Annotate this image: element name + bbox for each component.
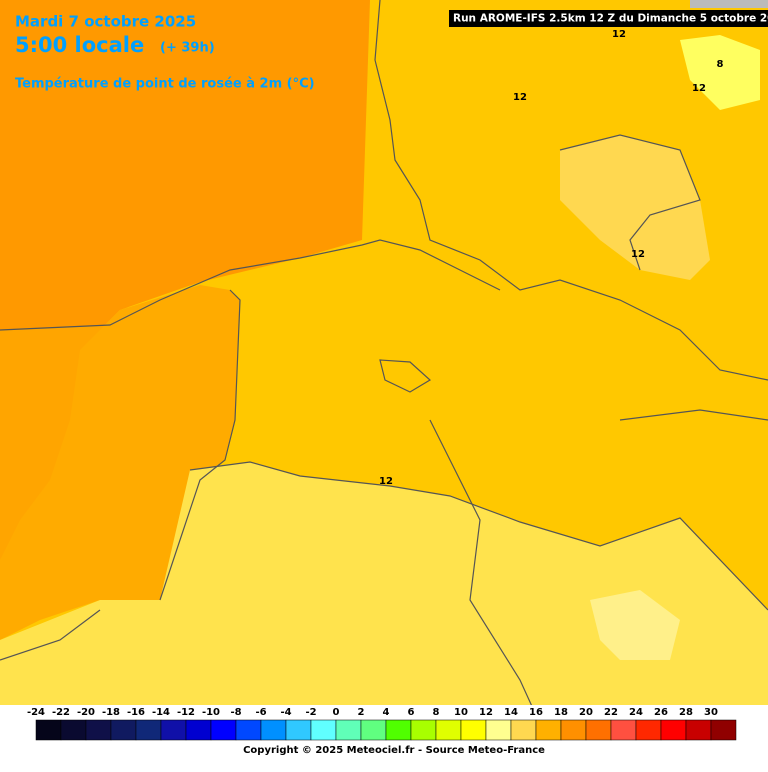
contour-label: 12 bbox=[612, 29, 626, 40]
legend-label: -20 bbox=[77, 707, 95, 718]
color-legend: -24 -22 -20 -18 -16 -14 -12 -10 -8 -6 -4 -2 0 2 4 6 8 10 1… bbox=[27, 707, 737, 741]
legend-swatch bbox=[635, 719, 662, 741]
legend-label: 0 bbox=[333, 707, 340, 718]
lead-time: (+ 39h) bbox=[160, 41, 215, 56]
legend-swatch bbox=[410, 719, 437, 741]
legend-swatch bbox=[485, 719, 512, 741]
legend-swatch bbox=[435, 719, 462, 741]
contour-label: 8 bbox=[717, 59, 724, 70]
contour-label: 12 bbox=[692, 83, 706, 94]
region-cool-ne bbox=[560, 135, 710, 280]
no-data-area bbox=[690, 0, 768, 8]
legend-label: -14 bbox=[152, 707, 170, 718]
legend-label: -22 bbox=[52, 707, 70, 718]
legend-label: -24 bbox=[27, 707, 45, 718]
legend-swatch bbox=[335, 719, 362, 741]
contour-label: 12 bbox=[513, 92, 527, 103]
legend-swatch bbox=[185, 719, 212, 741]
legend-swatch bbox=[110, 719, 137, 741]
legend-label: -18 bbox=[102, 707, 120, 718]
forecast-date: Mardi 7 octobre 2025 bbox=[15, 13, 196, 31]
legend-swatch bbox=[210, 719, 237, 741]
legend-label: 16 bbox=[529, 707, 543, 718]
legend-swatch bbox=[585, 719, 612, 741]
legend-label: 22 bbox=[604, 707, 618, 718]
region-warm bbox=[0, 0, 370, 560]
legend-swatch bbox=[160, 719, 187, 741]
legend-swatch bbox=[310, 719, 337, 741]
legend-swatch bbox=[235, 719, 262, 741]
run-banner bbox=[449, 10, 768, 27]
legend-label: -16 bbox=[127, 707, 145, 718]
legend-label: -8 bbox=[230, 707, 241, 718]
legend-swatch bbox=[460, 719, 487, 741]
run-info: Run AROME-IFS 2.5km 12 Z du Dimanche 5 o… bbox=[453, 13, 768, 25]
parameter-name: Température de point de rosée à 2m (°C) bbox=[15, 77, 315, 92]
legend-swatch bbox=[85, 719, 112, 741]
legend-swatch bbox=[360, 719, 387, 741]
legend-label: 14 bbox=[504, 707, 518, 718]
legend-swatch bbox=[285, 719, 312, 741]
legend-swatch bbox=[710, 719, 737, 741]
legend-swatch bbox=[660, 719, 687, 741]
legend-label: 6 bbox=[408, 707, 415, 718]
legend-label: 2 bbox=[358, 707, 365, 718]
legend-label: -2 bbox=[305, 707, 316, 718]
legend-label: 4 bbox=[383, 707, 390, 718]
legend-label: -12 bbox=[177, 707, 195, 718]
legend-swatch bbox=[260, 719, 287, 741]
legend-label: 18 bbox=[554, 707, 568, 718]
legend-label: 20 bbox=[579, 707, 593, 718]
legend-label: 12 bbox=[479, 707, 493, 718]
region-warm-light bbox=[0, 325, 110, 560]
legend-label: 10 bbox=[454, 707, 468, 718]
legend-swatch bbox=[35, 719, 62, 741]
legend-swatch bbox=[560, 719, 587, 741]
copyright: Copyright © 2025 Meteociel.fr - Source M… bbox=[243, 745, 545, 756]
legend-label: 30 bbox=[704, 707, 718, 718]
legend-swatch bbox=[685, 719, 712, 741]
region-cool bbox=[0, 462, 768, 768]
region-cold-patch-south bbox=[590, 590, 680, 660]
legend-swatch bbox=[535, 719, 562, 741]
legend-swatch bbox=[610, 719, 637, 741]
region-cold-patch bbox=[680, 35, 760, 110]
legend-label: 8 bbox=[433, 707, 440, 718]
legend-swatch bbox=[385, 719, 412, 741]
region-warm-west bbox=[0, 285, 240, 640]
legend-swatch bbox=[60, 719, 87, 741]
legend-swatch bbox=[510, 719, 537, 741]
legend-label: 26 bbox=[654, 707, 668, 718]
legend-label: -10 bbox=[202, 707, 220, 718]
legend-label: 28 bbox=[679, 707, 693, 718]
legend-label: 24 bbox=[629, 707, 643, 718]
legend-label: -4 bbox=[280, 707, 291, 718]
contour-label: 12 bbox=[379, 476, 393, 487]
legend-label: -6 bbox=[255, 707, 266, 718]
contour-label: 12 bbox=[631, 249, 645, 260]
legend-swatch bbox=[135, 719, 162, 741]
forecast-time: 5:00 locale bbox=[15, 33, 144, 57]
